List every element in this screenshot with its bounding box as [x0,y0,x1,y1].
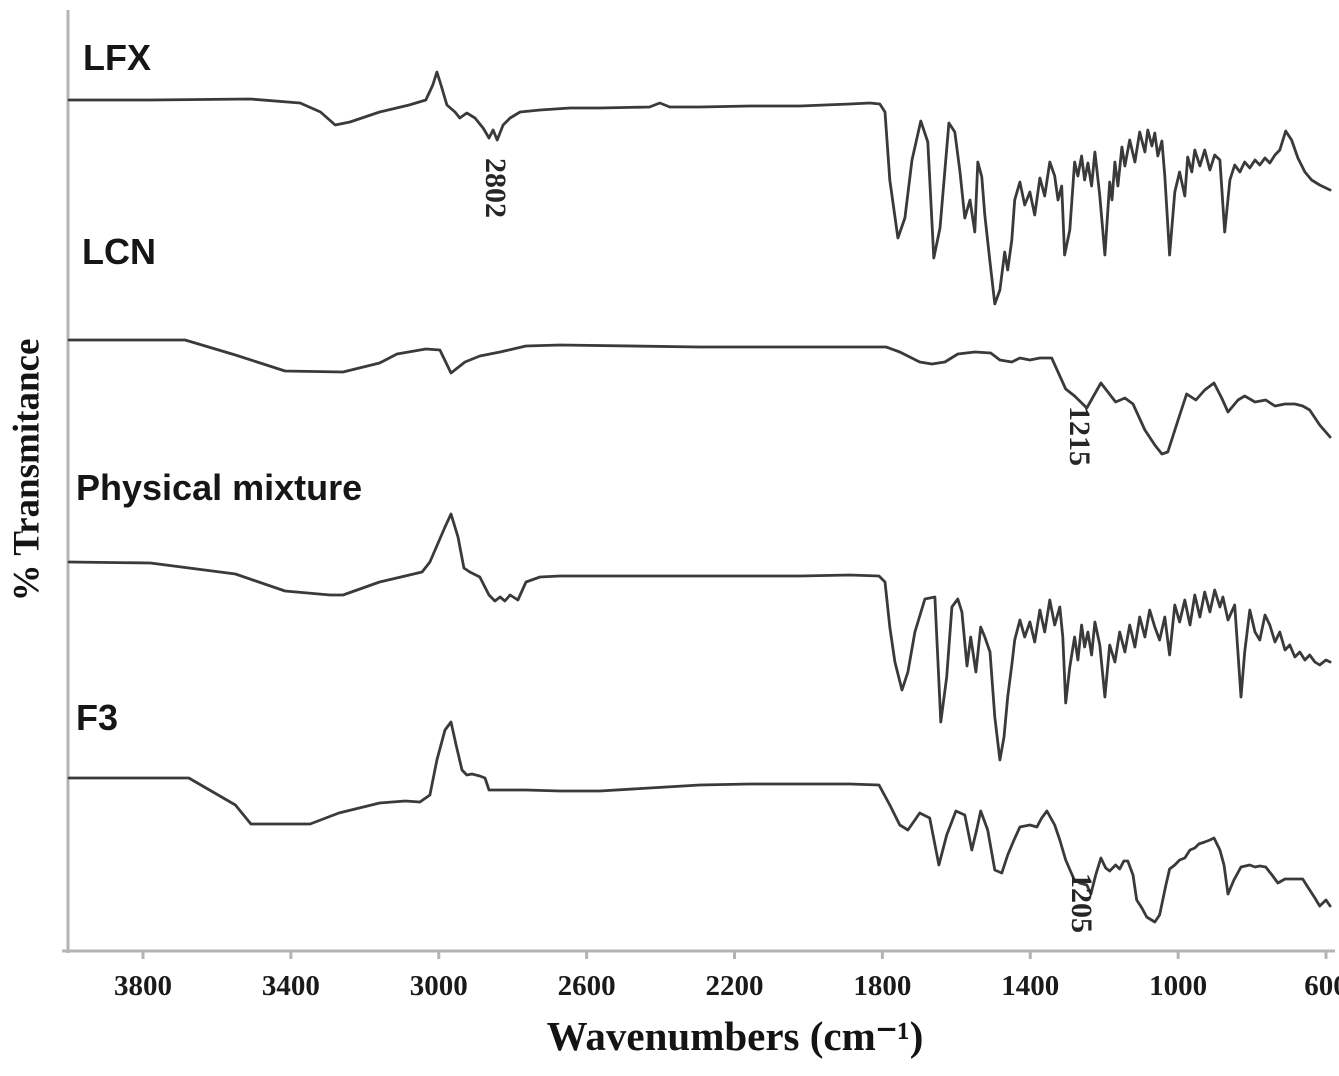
y-axis-label: % Transmitance [6,338,48,602]
spectrum-physical-mixture [67,512,1332,762]
series-label-lfx: LFX [83,37,151,78]
peak-annotation-1205: 1205 [1065,873,1098,933]
x-tick-label: 3000 [409,970,468,1002]
x-tick-label: 2200 [705,970,764,1002]
spectrum-lfx [67,70,1332,306]
series-label-f3: F3 [76,697,119,738]
peak-annotation-1215: 1215 [1063,406,1096,466]
x-tick-label: 1000 [1149,970,1208,1002]
x-tick-label: 1400 [1001,970,1060,1002]
spectrum-f3 [67,720,1332,924]
x-tick-label: 600 [1304,970,1339,1002]
series-label-physical-mixture: Physical mixture [76,467,363,508]
peak-annotation-2802: 2802 [479,158,512,218]
series-label-lcn: LCN [82,231,156,272]
x-tick-label: 2600 [557,970,616,1002]
x-tick-label: 1800 [853,970,912,1002]
x-axis-label: Wavenumbers (cm⁻¹) [546,1013,924,1059]
spectrum-lcn [67,338,1332,456]
x-tick-label: 3400 [261,970,320,1002]
x-tick-label: 3800 [114,970,172,1002]
